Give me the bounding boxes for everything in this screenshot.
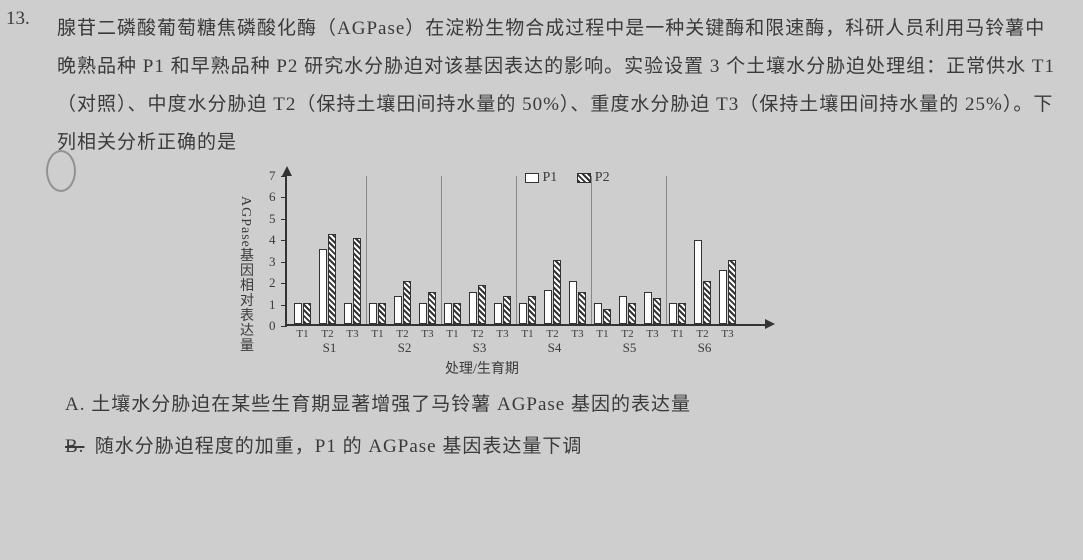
bar-chart: AGPase基因相对表达量 P1 P2 01234567T1T2T3S1T1T2… [245, 166, 805, 376]
question-paragraph: 腺苷二磷酸葡萄糖焦磷酸化酶（AGPase）在淀粉生物合成过程中是一种关键酶和限速… [57, 10, 1058, 162]
answer-options: A. 土壤水分胁迫在某些生育期显著增强了马铃薯 AGPase 基因的表达量 B.… [65, 384, 1058, 468]
y-axis-label: AGPase基因相对表达量 [235, 196, 255, 353]
plot-area: 01234567T1T2T3S1T1T2T3S2T1T2T3S3T1T2T3S4… [285, 176, 765, 326]
x-axis-label: 处理/生育期 [445, 358, 519, 378]
option-a: A. 土壤水分胁迫在某些生育期显著增强了马铃薯 AGPase 基因的表达量 [65, 384, 1058, 426]
question-number: 13. [6, 8, 30, 30]
hand-circle-mark [46, 150, 76, 192]
option-b: B. 随水分胁迫程度的加重，P1 的 AGPase 基因表达量下调 [65, 426, 1058, 468]
